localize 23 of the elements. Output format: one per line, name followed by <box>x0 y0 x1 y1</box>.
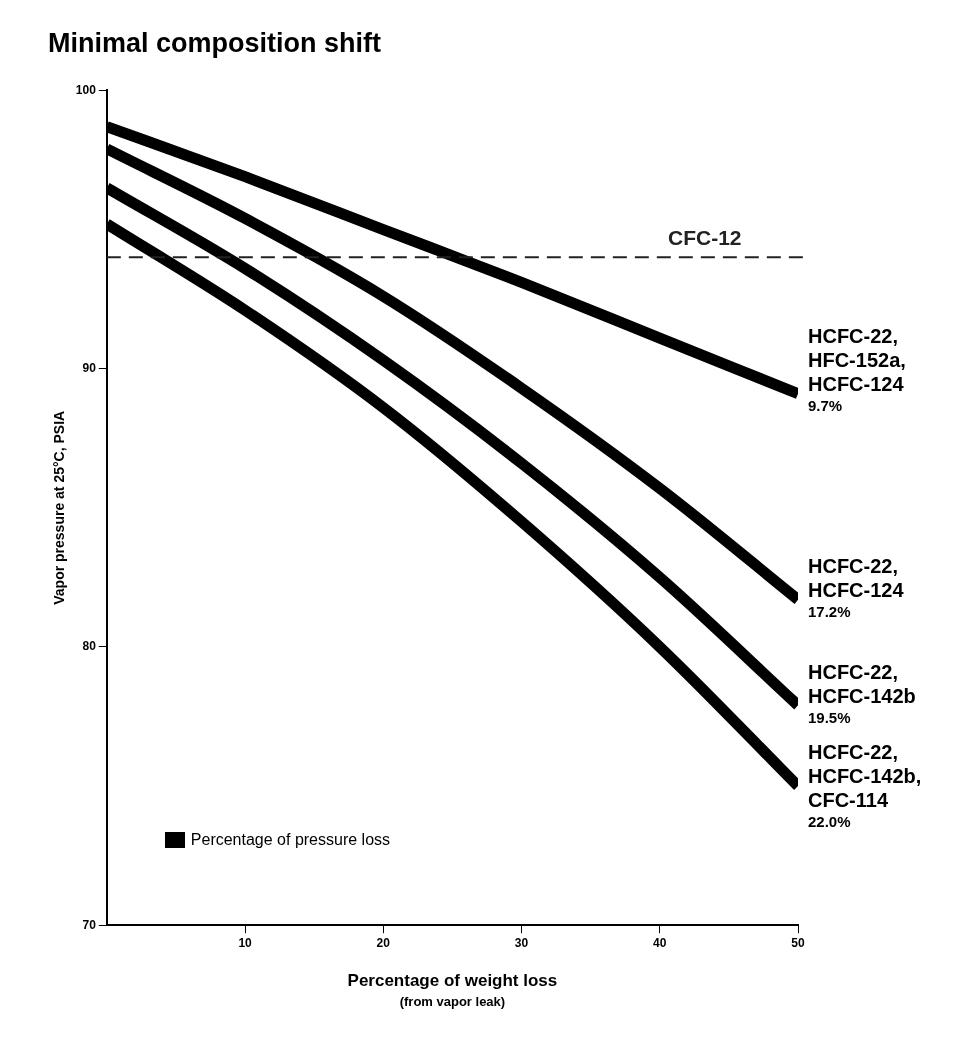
x-tick-label: 10 <box>238 935 253 950</box>
y-tick-label: 90 <box>82 360 97 375</box>
y-tick-label: 70 <box>82 917 97 932</box>
x-tick-label: 20 <box>376 935 391 950</box>
series-label: HCFC-22, HCFC-142b <box>808 660 916 707</box>
text: 22.0% <box>808 813 851 831</box>
text: 9.7% <box>808 397 843 415</box>
series-label: HCFC-22, HCFC-124 <box>808 555 905 602</box>
x-tick-label: 30 <box>514 935 529 950</box>
text: 17.2% <box>808 603 851 621</box>
ref-line-label: CFC-12 <box>668 225 742 249</box>
y-axis-title: Vapor pressure at 25°C, PSIA <box>51 410 68 605</box>
y-tick-label: 80 <box>82 639 97 654</box>
text: 19.5% <box>808 709 851 727</box>
x-tick-label: 50 <box>791 935 805 950</box>
series-label: HCFC-22, HCFC-142b, CFC-114 <box>808 740 922 811</box>
x-tick-label: 40 <box>653 935 667 950</box>
series-label: HCFC-22, HFC-152a, HCFC-124 <box>808 325 906 396</box>
y-tick-label: 100 <box>75 82 97 97</box>
x-axis-title: Percentage of weight loss <box>347 971 558 991</box>
text: (from vapor leak) <box>399 994 506 1010</box>
legend-title: Percentage of pressure loss <box>190 830 391 848</box>
chart-title: Minimal composition shift <box>48 27 382 58</box>
